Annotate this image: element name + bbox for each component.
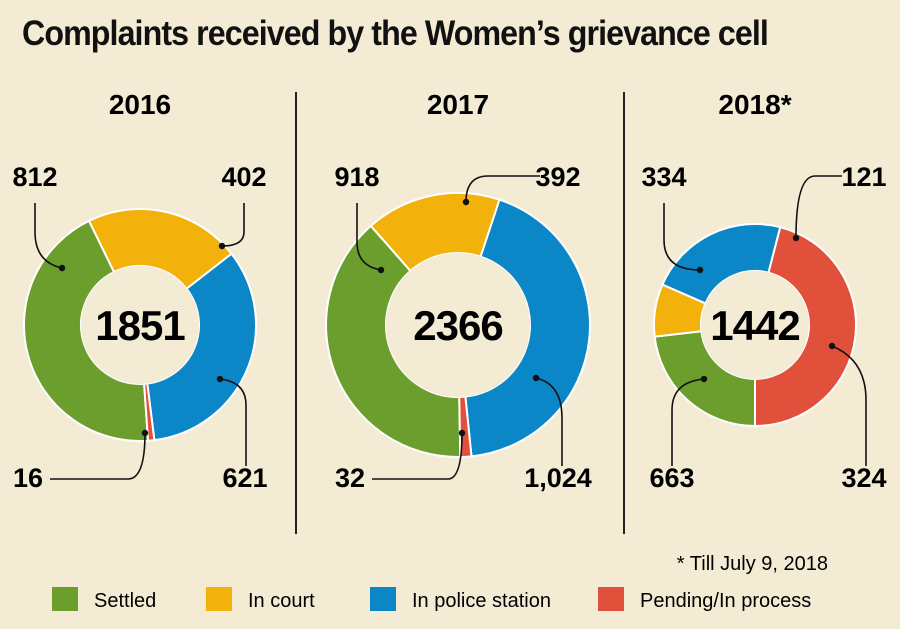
footnote: * Till July 9, 2018	[677, 553, 828, 575]
chart-title: Complaints received by the Women’s griev…	[22, 14, 769, 53]
total-label: 1851	[95, 302, 185, 349]
leader-line	[831, 345, 867, 466]
year-label: 2017	[427, 89, 489, 120]
legend-swatch	[370, 587, 396, 611]
year-label: 2016	[109, 89, 171, 120]
donut-hole	[81, 266, 199, 384]
leader-line	[795, 175, 842, 239]
donut-0: 2016 1851 812 402 621 16	[12, 89, 267, 493]
legend-label: Settled	[94, 590, 156, 612]
legend-label: In police station	[412, 590, 551, 612]
leader-dot	[792, 234, 800, 242]
leader-dot	[58, 264, 66, 272]
donut-hole	[701, 271, 809, 379]
donut-2: 2018* 1442 334 121 324 663	[641, 89, 886, 493]
donut-hole	[386, 253, 530, 397]
leader-dot	[828, 342, 836, 350]
leader-line	[356, 203, 382, 271]
leader-dot	[377, 266, 385, 274]
leader-dot	[696, 266, 704, 274]
total-label: 2366	[413, 302, 502, 349]
value-label: 392	[535, 162, 580, 192]
total-label: 1442	[710, 302, 799, 349]
slice-in-police-station	[464, 198, 591, 458]
leader-line	[372, 432, 463, 480]
value-label: 812	[12, 162, 57, 192]
value-label: 402	[221, 162, 266, 192]
legend-swatch	[598, 587, 624, 611]
legend-swatch	[206, 587, 232, 611]
year-label: 2018*	[718, 89, 791, 120]
legend-item: In court	[206, 587, 315, 612]
legend-label: In court	[248, 590, 315, 612]
value-label: 16	[13, 463, 43, 493]
leader-line	[221, 203, 245, 247]
leader-dot	[218, 242, 226, 250]
legend-item: Settled	[52, 587, 156, 612]
value-label: 621	[222, 463, 267, 493]
legend-label: Pending/In process	[640, 590, 811, 612]
value-label: 1,024	[524, 463, 592, 493]
value-label: 121	[841, 162, 886, 192]
leader-dot	[141, 429, 149, 437]
leader-line	[535, 377, 563, 466]
value-label: 324	[841, 463, 886, 493]
leader-dot	[458, 429, 466, 437]
leader-line	[671, 378, 705, 466]
legend-swatch	[52, 587, 78, 611]
value-label: 32	[335, 463, 365, 493]
leader-dot	[462, 198, 470, 206]
value-label: 663	[649, 463, 694, 493]
value-label: 334	[641, 162, 686, 192]
leader-dot	[216, 375, 224, 383]
donut-1: 2017 2366 918 392 1,024 32	[325, 89, 592, 493]
leader-line	[663, 203, 701, 271]
leader-dot	[700, 375, 708, 383]
legend-item: In police station	[370, 587, 551, 612]
leader-line	[219, 378, 247, 466]
leader-line	[34, 203, 63, 269]
legend-item: Pending/In process	[598, 587, 811, 612]
leader-line	[50, 432, 146, 480]
leader-line	[465, 175, 540, 203]
leader-dot	[532, 374, 540, 382]
value-label: 918	[334, 162, 379, 192]
